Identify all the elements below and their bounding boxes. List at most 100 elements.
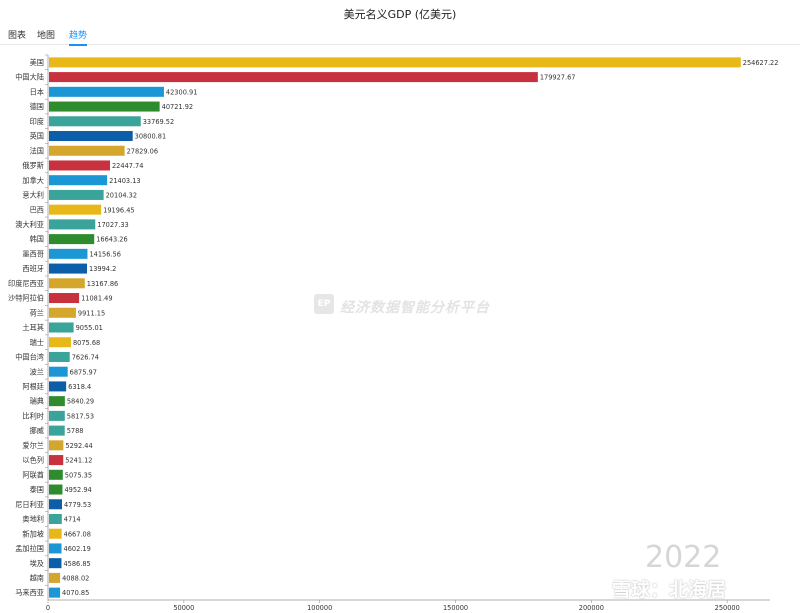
bar [49, 499, 62, 510]
bar [49, 248, 88, 259]
category-label: 印度尼西亚 [8, 279, 44, 288]
category-label: 俄罗斯 [22, 161, 44, 170]
value-label: 19196.45 [103, 206, 134, 214]
bar [49, 204, 102, 215]
value-label: 254627.22 [743, 59, 779, 67]
category-label: 英国 [30, 132, 44, 141]
bar [49, 410, 65, 421]
value-label: 4586.85 [63, 560, 90, 568]
bar [49, 366, 68, 377]
value-label: 17027.33 [97, 221, 128, 229]
value-label: 5075.35 [65, 471, 92, 479]
value-label: 5292.44 [65, 442, 92, 450]
bar [49, 307, 76, 318]
value-label: 42300.91 [166, 88, 197, 96]
category-label: 波兰 [30, 367, 44, 376]
category-label: 法国 [30, 146, 44, 155]
value-label: 33769.52 [143, 118, 174, 126]
category-label: 比利时 [22, 411, 44, 420]
category-label: 墨西哥 [22, 249, 44, 258]
bar [49, 469, 63, 480]
value-label: 13167.86 [87, 280, 118, 288]
bar [49, 263, 88, 274]
tab-map[interactable]: 地图 [37, 31, 56, 41]
value-label: 6318.4 [68, 383, 91, 391]
category-label: 沙特阿拉伯 [8, 294, 44, 303]
bar [49, 587, 61, 598]
value-label: 27829.06 [127, 147, 158, 155]
category-label: 巴西 [30, 205, 44, 214]
tab-chart[interactable]: 图表 [8, 31, 27, 41]
bar [49, 101, 160, 112]
bar [49, 72, 538, 83]
x-tick-label: 150000 [443, 604, 468, 612]
category-label: 以色列 [22, 456, 44, 465]
x-tick-label: 100000 [307, 604, 332, 612]
bar [49, 160, 110, 171]
category-label: 意大利 [22, 191, 44, 200]
bar [49, 189, 104, 200]
bar [49, 396, 65, 407]
value-label: 5788 [67, 427, 84, 435]
category-label: 尼日利亚 [15, 500, 44, 509]
value-label: 4602.19 [64, 545, 91, 553]
bar [49, 558, 62, 569]
value-label: 4779.53 [64, 501, 91, 509]
category-label: 爱尔兰 [22, 441, 44, 450]
value-label: 6875.97 [70, 368, 97, 376]
category-label: 美国 [30, 58, 44, 67]
category-label: 奥地利 [22, 515, 44, 524]
value-label: 5840.29 [67, 398, 94, 406]
value-label: 14156.56 [89, 250, 120, 258]
tab-bar: 图表 地图 趋势 [0, 26, 800, 46]
category-label: 阿联酋 [22, 470, 44, 479]
value-label: 20104.32 [106, 192, 137, 200]
value-label: 4667.08 [64, 530, 91, 538]
category-label: 荷兰 [30, 308, 44, 317]
bar [49, 513, 62, 524]
bar [49, 484, 63, 495]
bar [49, 278, 85, 289]
bar [49, 219, 96, 230]
value-label: 22447.74 [112, 162, 143, 170]
value-label: 13994.2 [89, 265, 116, 273]
bar [49, 351, 70, 362]
category-label: 越南 [30, 574, 44, 583]
value-label: 30800.81 [135, 133, 166, 141]
bar [49, 337, 71, 348]
x-tick-label: 0 [46, 604, 50, 612]
category-label: 孟加拉国 [15, 544, 44, 553]
bar [49, 234, 95, 245]
bar [49, 440, 64, 451]
chart-title: 美元名义GDP (亿美元) [343, 8, 457, 21]
bar [49, 293, 80, 304]
category-label: 马来西亚 [15, 588, 44, 597]
value-label: 16643.26 [96, 236, 127, 244]
bar [49, 57, 741, 68]
value-label: 8075.68 [73, 339, 100, 347]
bar [49, 145, 125, 156]
bar [49, 86, 164, 97]
category-label: 挪威 [30, 426, 44, 435]
bar [49, 131, 133, 142]
tab-trend[interactable]: 趋势 [69, 28, 88, 46]
value-label: 21403.13 [109, 177, 140, 185]
category-label: 泰国 [30, 485, 44, 494]
category-label: 新加坡 [22, 529, 44, 538]
category-label: 瑞典 [30, 397, 44, 406]
category-label: 土耳其 [22, 323, 44, 332]
value-label: 9055.01 [76, 324, 103, 332]
value-label: 7626.74 [72, 354, 99, 362]
brand-watermark: 雪球：北海居 [612, 579, 727, 601]
value-label: 4070.85 [62, 589, 89, 597]
value-label: 179927.67 [540, 74, 576, 82]
category-label: 中国台湾 [15, 353, 44, 362]
watermark-logo: EP [314, 294, 334, 314]
category-label: 埃及 [30, 559, 44, 568]
category-label: 瑞士 [30, 338, 44, 347]
category-label: 阿根廷 [22, 382, 44, 391]
category-label: 中国大陆 [15, 73, 44, 82]
value-label: 4088.02 [62, 575, 89, 583]
value-label: 4714 [64, 516, 81, 524]
